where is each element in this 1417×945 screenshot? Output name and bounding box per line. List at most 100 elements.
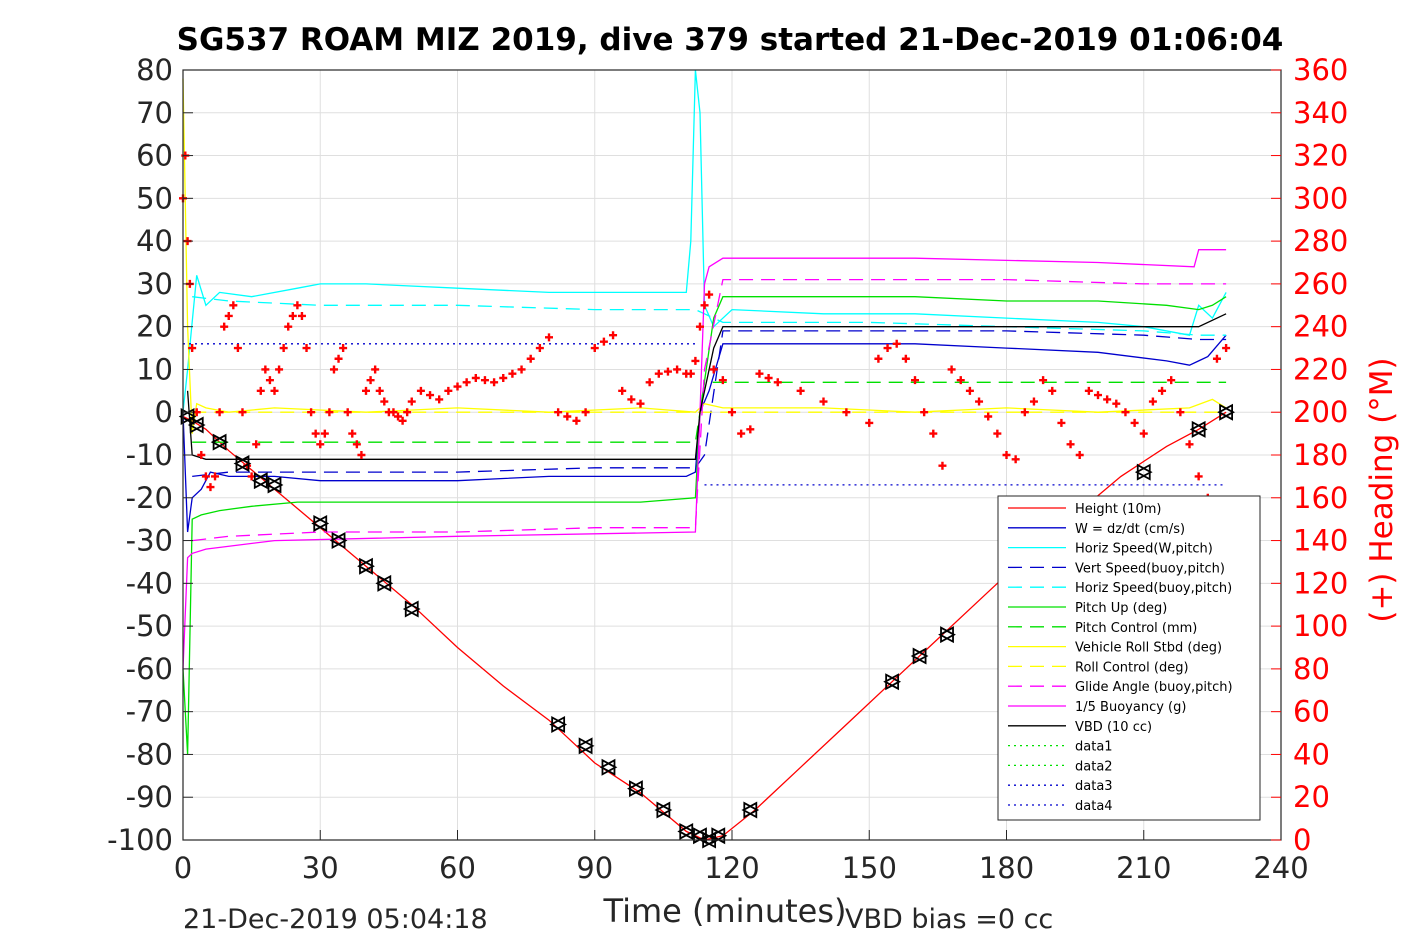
- left-tick-label-15: -70: [126, 695, 173, 729]
- left-tick-label-18: -100: [107, 823, 173, 857]
- heading-point-129: [1139, 429, 1148, 438]
- bottom-tick-label-6: 180: [979, 851, 1034, 885]
- bottom-tick-label-1: 30: [302, 851, 339, 885]
- marker-right-17: [693, 827, 709, 845]
- heading-point-60: [480, 376, 489, 385]
- heading-point-15: [238, 408, 247, 417]
- series-line-3: [192, 330, 1227, 478]
- marker-right-21: [885, 673, 902, 691]
- marker-right-9: [377, 574, 394, 592]
- heading-point-120: [1057, 418, 1066, 427]
- heading-point-121: [1066, 440, 1075, 449]
- series-line-9: [192, 278, 1227, 542]
- heading-point-112: [984, 412, 993, 421]
- right-tick-label-0: 360: [1293, 53, 1348, 87]
- right-tick-label-1: 340: [1293, 96, 1348, 130]
- heading-point-51: [403, 408, 412, 417]
- heading-point-54: [426, 391, 435, 400]
- right-tick-label-16: 40: [1293, 737, 1330, 771]
- heading-points: [179, 151, 1231, 502]
- right-tick-label-15: 60: [1293, 695, 1330, 729]
- heading-point-88: [709, 365, 718, 374]
- marker-right-13: [601, 758, 618, 776]
- heading-point-118: [1039, 376, 1048, 385]
- left-tick-label-3: 50: [136, 181, 173, 215]
- heading-point-85: [695, 322, 704, 331]
- marker-right-7: [331, 532, 348, 550]
- bottom-tick-label-5: 150: [842, 851, 897, 885]
- heading-point-48: [389, 408, 398, 417]
- heading-point-107: [938, 461, 947, 470]
- heading-point-41: [357, 451, 366, 459]
- bottom-tick-label-0: 0: [174, 851, 192, 885]
- heading-point-64: [517, 365, 526, 374]
- heading-point-76: [627, 395, 636, 404]
- left-tick-label-10: -20: [126, 481, 173, 515]
- heading-point-131: [1158, 386, 1167, 395]
- heading-point-50: [398, 416, 407, 425]
- x-axis-label: Time (minutes): [603, 892, 847, 930]
- marker-points: [178, 403, 1235, 849]
- right-axis-ticks: 3603403203002802602402202001801601401201…: [1271, 53, 1348, 857]
- heading-point-132: [1167, 376, 1176, 385]
- heading-point-32: [316, 440, 325, 449]
- right-tick-label-3: 300: [1293, 181, 1348, 215]
- series-line-5: [182, 296, 1227, 755]
- heading-point-93: [755, 369, 764, 378]
- right-tick-label-10: 160: [1293, 481, 1348, 515]
- right-tick-label-14: 80: [1293, 652, 1330, 686]
- series-line-4: [192, 296, 1227, 336]
- heading-point-26: [288, 311, 297, 320]
- legend-label-8: Roll Control (deg): [1075, 660, 1189, 675]
- right-tick-label-13: 100: [1293, 609, 1348, 643]
- legend-label-11: VBD (10 cc): [1075, 720, 1152, 735]
- marker-right-11: [551, 715, 568, 734]
- marker-right-1: [189, 416, 206, 434]
- heading-point-70: [572, 416, 581, 425]
- heading-point-102: [892, 339, 901, 348]
- right-tick-label-5: 260: [1293, 267, 1348, 301]
- heading-point-92: [746, 425, 755, 434]
- legend-label-6: Pitch Control (mm): [1075, 621, 1197, 636]
- left-tick-label-9: -10: [126, 438, 173, 472]
- heading-point-90: [728, 408, 736, 417]
- left-tick-label-4: 40: [136, 224, 173, 258]
- heading-point-11: [220, 322, 229, 331]
- left-tick-label-12: -40: [126, 566, 173, 600]
- heading-point-117: [1029, 397, 1038, 406]
- marker-right-5: [267, 476, 284, 494]
- heading-point-37: [339, 344, 348, 353]
- right-tick-label-11: 140: [1293, 524, 1348, 558]
- heading-point-44: [371, 365, 380, 374]
- heading-point-63: [508, 369, 517, 378]
- marker-right-3: [235, 455, 252, 473]
- heading-point-115: [1011, 455, 1020, 464]
- heading-point-99: [865, 418, 874, 427]
- heading-point-109: [956, 376, 965, 385]
- heading-point-18: [252, 440, 261, 449]
- heading-point-114: [1002, 451, 1011, 459]
- heading-point-89: [718, 376, 727, 385]
- heading-point-68: [554, 408, 563, 417]
- right-tick-label-2: 320: [1293, 139, 1348, 173]
- heading-point-14: [233, 344, 242, 353]
- legend-label-2: Horiz Speed(W,pitch): [1075, 542, 1213, 557]
- heading-point-72: [590, 344, 599, 353]
- heading-point-24: [279, 344, 288, 353]
- heading-point-27: [293, 301, 302, 310]
- heading-point-49: [394, 412, 403, 421]
- bottom-tick-label-7: 210: [1116, 851, 1171, 885]
- legend-label-14: data3: [1075, 779, 1113, 794]
- heading-point-46: [380, 397, 389, 406]
- heading-point-97: [819, 397, 828, 406]
- left-tick-label-1: 70: [136, 96, 173, 130]
- legend-label-7: Vehicle Roll Stbd (deg): [1075, 641, 1222, 656]
- heading-point-125: [1103, 395, 1112, 404]
- heading-point-106: [929, 429, 938, 438]
- footer-vbd-bias: VBD bias =0 cc: [845, 904, 1053, 935]
- heading-point-130: [1148, 397, 1157, 406]
- heading-point-75: [618, 386, 627, 395]
- right-tick-label-9: 180: [1293, 438, 1348, 472]
- left-axis-ticks: 80 70 60 50 40 30 20 10 0 -10 -20 -30 -40 -50 -60 -70 -8…: [107, 53, 193, 857]
- marker-right-20: [743, 801, 760, 819]
